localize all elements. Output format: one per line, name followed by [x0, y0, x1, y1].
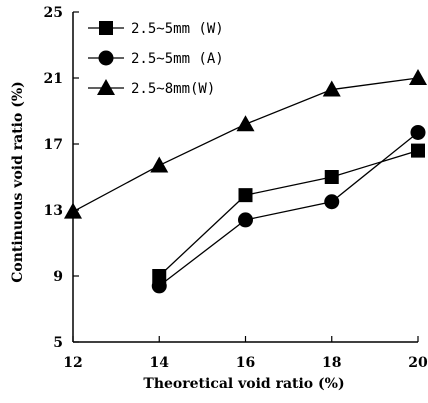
legend-item: 2.5~5mm (W): [88, 21, 224, 37]
legend-item: 2.5~8mm(W): [88, 79, 215, 97]
data-point-circle: [238, 212, 253, 228]
series-group: [64, 69, 427, 294]
data-point-square: [411, 143, 425, 158]
y-axis-label: Continuous void ratio (%): [10, 81, 26, 283]
x-tick-label: 20: [408, 355, 428, 371]
legend-marker-triangle: [97, 79, 115, 95]
legend-label: 2.5~5mm (W): [131, 21, 224, 37]
data-point-circle: [151, 278, 167, 294]
data-point-triangle: [409, 69, 427, 85]
axes: [72, 12, 418, 343]
legend: 2.5~5mm (W) 2.5~5mm (A) 2.5~8mm(W): [88, 21, 224, 97]
x-tick-label: 12: [63, 355, 82, 371]
legend-marker-circle: [98, 50, 114, 66]
y-tick-label: 17: [44, 137, 63, 153]
y-tick-label: 25: [44, 5, 63, 21]
data-point-triangle: [322, 80, 341, 97]
x-axis-label: Theoretical void ratio (%): [143, 376, 344, 392]
series-square: [152, 143, 425, 283]
x-axis-ticks: 12 14 16 18 20: [63, 336, 428, 371]
data-point-triangle: [236, 115, 255, 132]
data-point-circle: [324, 194, 340, 210]
data-point-triangle: [64, 202, 82, 219]
legend-marker-square: [99, 21, 113, 35]
y-axis-ticks: 5 9 13 17 21 25: [44, 5, 79, 351]
x-tick-label: 18: [322, 355, 341, 371]
y-tick-label: 13: [44, 203, 63, 219]
series-triangle: [64, 69, 427, 219]
x-tick-label: 16: [236, 355, 255, 371]
series-line: [158, 149, 419, 277]
data-point-square: [324, 170, 339, 184]
data-point-triangle: [150, 156, 169, 173]
data-point-circle: [410, 124, 426, 140]
y-tick-label: 5: [53, 335, 63, 351]
y-tick-label: 9: [53, 269, 63, 285]
legend-item: 2.5~5mm (A): [88, 50, 224, 67]
legend-label: 2.5~5mm (A): [131, 51, 224, 67]
y-tick-label: 21: [44, 71, 63, 87]
legend-label: 2.5~8mm(W): [131, 81, 215, 97]
series-circle: [151, 124, 426, 294]
data-point-square: [238, 188, 253, 203]
series-line: [158, 131, 419, 287]
x-tick-label: 14: [150, 355, 170, 371]
